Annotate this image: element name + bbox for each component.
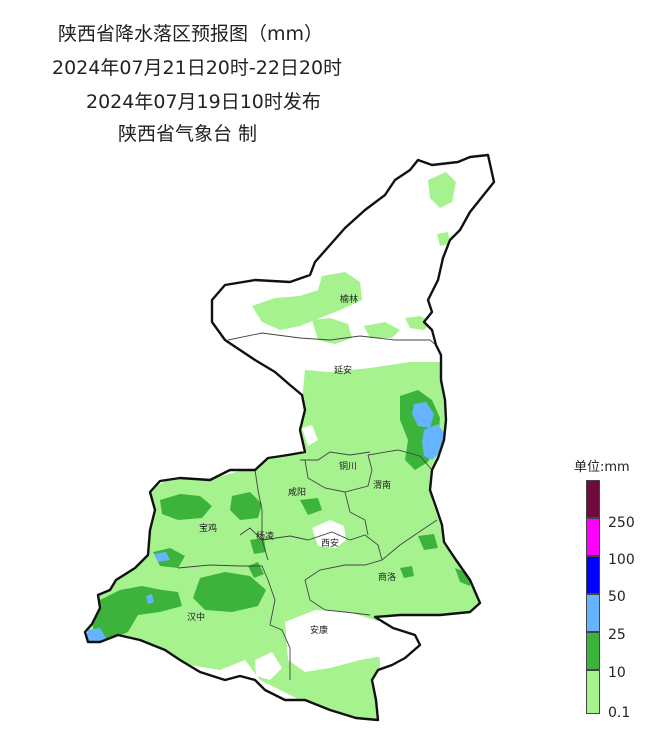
city-label-tongchuan: 铜川 [339, 460, 357, 472]
city-label-xian: 西安 [321, 537, 339, 549]
legend-swatch [586, 670, 600, 714]
city-label-yangling: 杨凌 [256, 530, 274, 542]
rain-areas [85, 172, 485, 720]
city-label-yanan: 延安 [334, 364, 352, 376]
legend-swatch [586, 518, 600, 556]
legend-label: 0.1 [608, 705, 631, 721]
map-title: 陕西省降水落区预报图（mm） [58, 23, 324, 45]
issue-time: 2024年07月19日10时发布 [86, 91, 321, 113]
legend-label: 25 [608, 627, 626, 643]
city-label-xianyang: 咸阳 [288, 486, 306, 498]
city-label-baoji: 宝鸡 [199, 522, 217, 534]
city-label-yulin: 榆林 [340, 293, 358, 305]
legend-swatch [586, 556, 600, 594]
city-label-weinan: 渭南 [373, 479, 391, 491]
province-outline [83, 153, 496, 722]
legend-title: 单位:mm [574, 460, 630, 475]
forecast-period: 2024年07月21日20时-22日20时 [52, 57, 343, 79]
legend-label: 250 [608, 515, 635, 531]
legend-swatch [586, 594, 600, 632]
city-label-ankang: 安康 [310, 624, 328, 636]
legend-label: 100 [608, 552, 635, 568]
legend-label: 50 [608, 589, 626, 605]
city-labels: 榆林 延安 铜川 渭南 咸阳 宝鸡 杨凌 西安 商洛 汉中 安康 [187, 293, 396, 636]
issuer: 陕西省气象台 制 [118, 123, 258, 145]
legend-label: 10 [608, 665, 626, 681]
city-label-hanzhong: 汉中 [187, 611, 205, 623]
city-boundaries [177, 332, 438, 680]
legend-swatch [586, 632, 600, 670]
legend-swatch [586, 480, 600, 518]
city-label-shangluo: 商洛 [378, 571, 396, 583]
